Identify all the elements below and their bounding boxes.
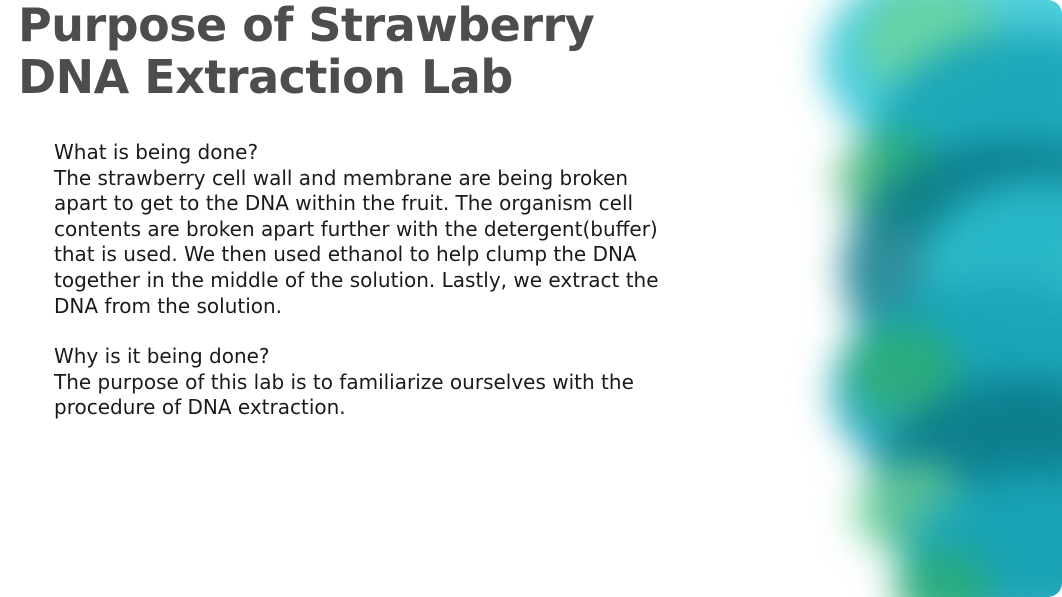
question-1: What is being done? — [54, 140, 664, 166]
slide-body: What is being done? The strawberry cell … — [54, 140, 664, 421]
watercolor-decor — [682, 0, 1062, 597]
slide-title: Purpose of Strawberry DNA Extraction Lab — [18, 0, 718, 103]
slide: Purpose of Strawberry DNA Extraction Lab… — [0, 0, 1062, 597]
paragraph-gap — [54, 319, 664, 344]
question-2: Why is it being done? — [54, 344, 664, 370]
answer-1: The strawberry cell wall and membrane ar… — [54, 166, 664, 320]
answer-2: The purpose of this lab is to familiariz… — [54, 370, 664, 421]
